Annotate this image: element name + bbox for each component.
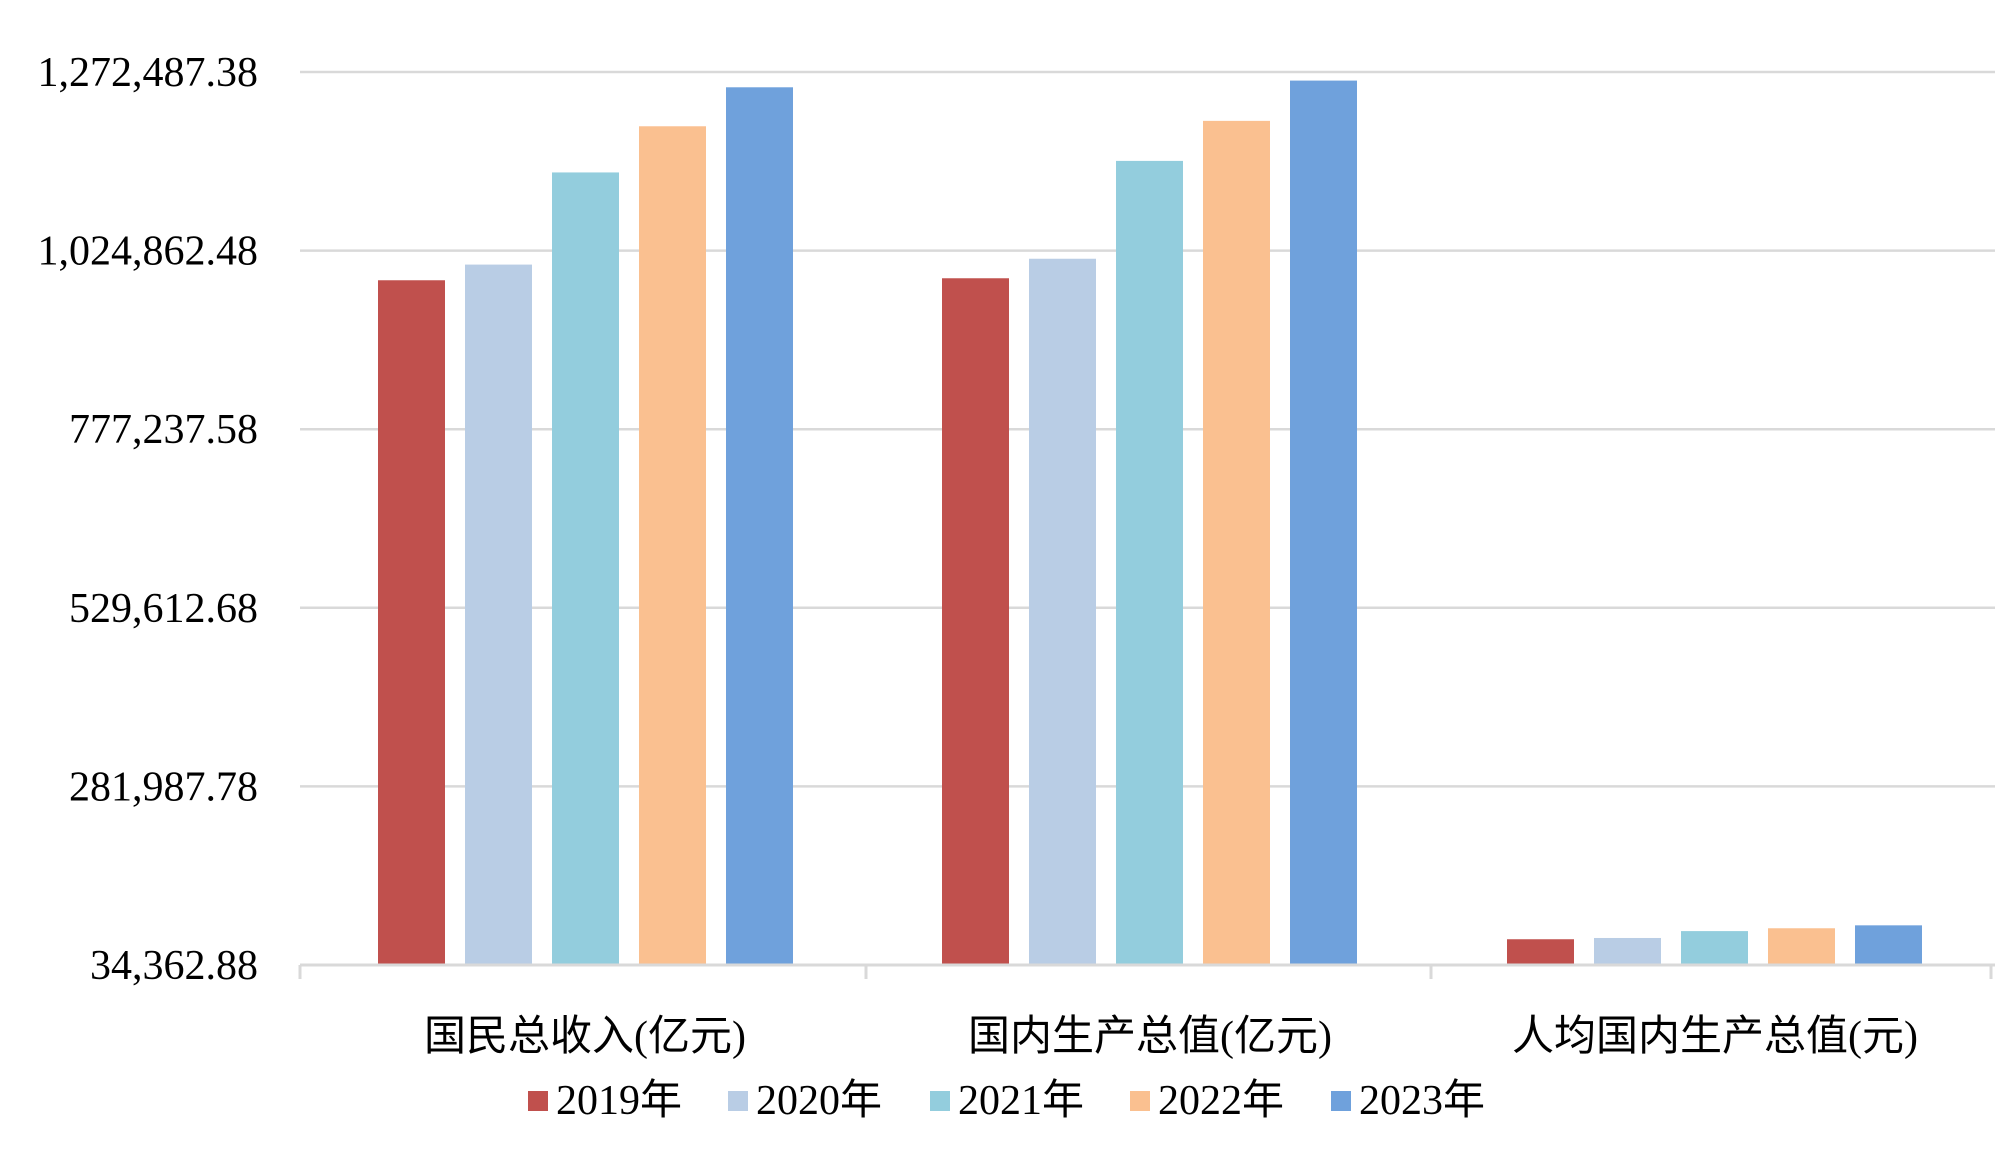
category-label: 人均国内生产总值(元) [1512, 1014, 1918, 1060]
bars [378, 80, 1922, 966]
y-tick-label: 1,024,862.48 [38, 229, 259, 275]
bar [1855, 925, 1922, 965]
bar [1768, 928, 1835, 965]
legend-swatch [528, 1091, 548, 1111]
bar [1290, 80, 1357, 965]
y-tick-label: 777,237.58 [69, 407, 258, 453]
bar [378, 280, 445, 965]
bar [639, 126, 706, 966]
y-tick-label: 34,362.88 [90, 943, 258, 989]
legend-label: 2020年 [756, 1077, 882, 1124]
legend-label: 2022年 [1158, 1077, 1284, 1124]
bar [465, 264, 532, 965]
legend-label: 2019年 [556, 1077, 682, 1124]
legend-label: 2023年 [1359, 1077, 1485, 1124]
legend-swatch [1331, 1091, 1351, 1111]
category-label: 国民总收入(亿元) [424, 1014, 746, 1060]
bar [726, 87, 793, 966]
legend: 2019年 2020年 2021年 2022年 2023年 [528, 1077, 1485, 1124]
y-tick-label: 529,612.68 [69, 586, 258, 632]
bar [1681, 931, 1748, 965]
bar [552, 172, 619, 965]
legend-swatch [728, 1091, 748, 1111]
category-label: 国内生产总值(亿元) [968, 1014, 1332, 1060]
bar [1507, 939, 1574, 965]
x-axis [298, 963, 1995, 979]
bar [1029, 258, 1096, 965]
y-tick-label: 1,272,487.38 [38, 50, 259, 96]
legend-swatch [930, 1091, 950, 1111]
legend-label: 2021年 [958, 1077, 1084, 1124]
bar [1116, 160, 1183, 966]
bar [1594, 937, 1661, 965]
legend-swatch [1130, 1091, 1150, 1111]
y-axis-ticks: 34,362.88 281,987.78 529,612.68 777,237.58 1… [38, 50, 259, 989]
bar [942, 278, 1009, 965]
category-labels: 国民总收入(亿元) 国内生产总值(亿元) 人均国内生产总值(元) [424, 1014, 1918, 1060]
y-tick-label: 281,987.78 [69, 764, 258, 810]
bar [1203, 120, 1270, 965]
